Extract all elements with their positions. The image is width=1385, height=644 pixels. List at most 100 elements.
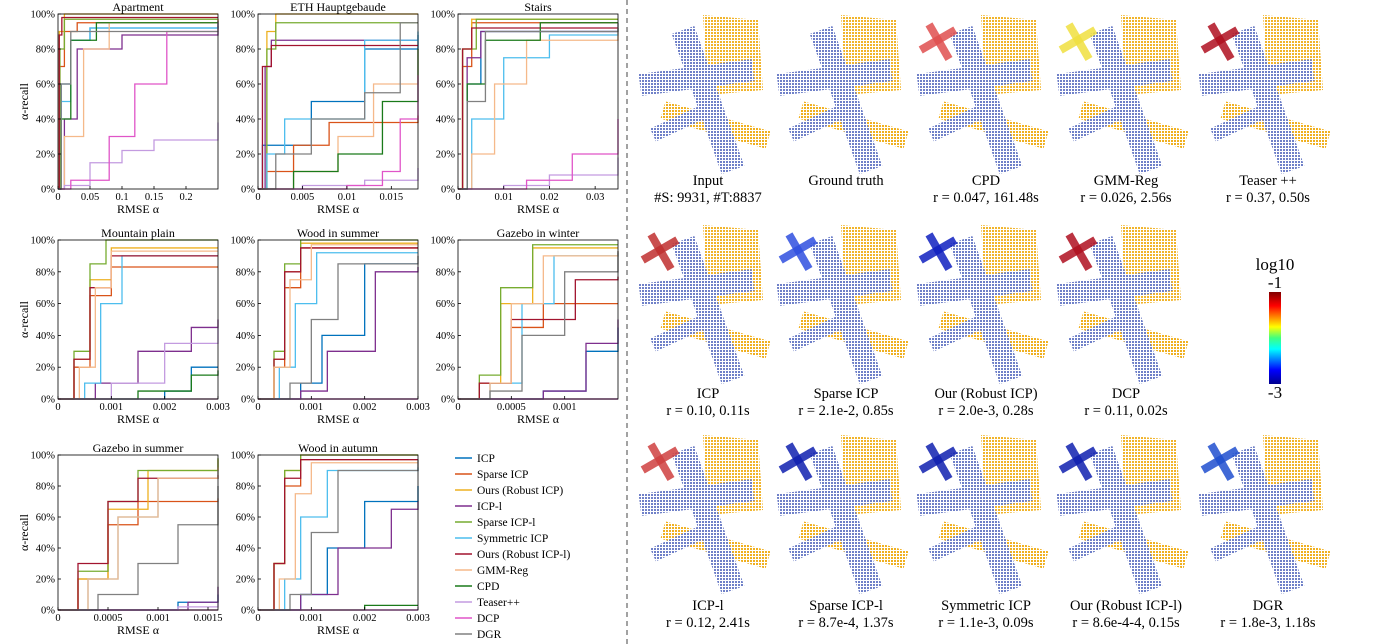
x-axis-label: RMSE α bbox=[117, 412, 160, 426]
y-tick-label: 0% bbox=[241, 185, 255, 196]
legend-label: Teaser++ bbox=[477, 597, 520, 609]
panel-label: DCP bbox=[1112, 386, 1140, 402]
y-tick-label: 100% bbox=[231, 236, 256, 247]
panel-label: Sparse ICP bbox=[814, 386, 879, 402]
panel-caption: r = 0.11, 0.02s bbox=[1084, 403, 1168, 419]
y-tick-label: 80% bbox=[36, 482, 56, 493]
y-tick-label: 100% bbox=[31, 10, 56, 21]
panel-label: GMM-Reg bbox=[1094, 173, 1158, 189]
panel-label: Teaser ++ bbox=[1239, 173, 1297, 189]
y-tick-label: 20% bbox=[236, 363, 256, 374]
y-axis-label: α-recall bbox=[17, 300, 31, 338]
colorbar-title: log10 bbox=[1256, 255, 1295, 274]
y-tick-label: 0% bbox=[41, 606, 55, 617]
x-tick-label: 0.01 bbox=[495, 192, 513, 203]
panel-label: ICP-l bbox=[692, 598, 723, 614]
panel-caption: r = 0.047, 161.48s bbox=[933, 190, 1039, 206]
y-tick-label: 80% bbox=[436, 267, 456, 278]
panel-caption: #S: 9931, #T:8837 bbox=[654, 190, 762, 206]
chart-title: Gazebo in summer bbox=[93, 441, 184, 455]
legend-label: CPD bbox=[477, 581, 499, 593]
y-tick-label: 40% bbox=[236, 544, 256, 555]
chart-title: Wood in autumn bbox=[298, 441, 378, 455]
chart-title: ETH Hauptgebaude bbox=[290, 0, 386, 14]
y-tick-label: 20% bbox=[236, 575, 256, 586]
y-tick-label: 100% bbox=[431, 10, 456, 21]
y-tick-label: 60% bbox=[36, 80, 56, 91]
x-tick-label: 0.015 bbox=[380, 192, 404, 203]
x-tick-label: 0.005 bbox=[291, 192, 315, 203]
colorbar-min: -3 bbox=[1268, 383, 1282, 402]
legend-label: Sparse ICP-l bbox=[477, 517, 535, 529]
y-tick-label: 40% bbox=[36, 331, 56, 342]
panel-label: Symmetric ICP bbox=[941, 598, 1031, 614]
chart-title: Gazebo in winter bbox=[497, 226, 580, 240]
x-tick-label: 0.2 bbox=[179, 192, 192, 203]
point-cloud bbox=[634, 434, 768, 590]
point-cloud bbox=[1052, 434, 1186, 590]
panel-label: ICP bbox=[697, 386, 720, 402]
x-axis-label: RMSE α bbox=[317, 623, 360, 637]
x-tick-label: 0.05 bbox=[81, 192, 99, 203]
panel-caption: r = 2.1e-2, 0.85s bbox=[798, 403, 894, 419]
x-tick-label: 0 bbox=[55, 192, 60, 203]
chart-title: Apartment bbox=[112, 0, 164, 14]
point-cloud bbox=[772, 224, 906, 380]
panel-caption: r = 0.37, 0.50s bbox=[1226, 190, 1310, 206]
y-tick-label: 60% bbox=[436, 299, 456, 310]
legend-label: Sparse ICP bbox=[477, 469, 528, 481]
y-tick-label: 20% bbox=[36, 150, 56, 161]
legend-label: DGR bbox=[477, 629, 502, 641]
panel-caption: r = 1.1e-3, 0.09s bbox=[938, 615, 1034, 631]
colorbar-max: -1 bbox=[1268, 273, 1282, 292]
y-tick-label: 100% bbox=[231, 10, 256, 21]
y-axis-label: α-recall bbox=[17, 513, 31, 551]
y-tick-label: 40% bbox=[436, 331, 456, 342]
point-cloud bbox=[912, 14, 1046, 170]
x-tick-label: 0 bbox=[255, 402, 260, 413]
y-tick-label: 40% bbox=[236, 115, 256, 126]
y-tick-label: 20% bbox=[36, 363, 56, 374]
y-tick-label: 0% bbox=[441, 185, 455, 196]
panel-caption: r = 0.12, 2.41s bbox=[666, 615, 750, 631]
y-tick-label: 60% bbox=[236, 513, 256, 524]
point-cloud bbox=[640, 15, 768, 170]
panel-caption: r = 0.10, 0.11s bbox=[666, 403, 750, 419]
x-tick-label: 0 bbox=[455, 402, 460, 413]
panel-label: Our (Robust ICP-l) bbox=[1070, 598, 1182, 614]
x-axis-label: RMSE α bbox=[317, 202, 360, 216]
x-axis-label: RMSE α bbox=[317, 412, 360, 426]
y-tick-label: 80% bbox=[436, 45, 456, 56]
x-tick-label: 0.003 bbox=[406, 402, 430, 413]
y-axis-label: α-recall bbox=[17, 82, 31, 120]
point-cloud bbox=[1194, 14, 1328, 170]
point-cloud bbox=[1052, 224, 1186, 380]
y-tick-label: 60% bbox=[36, 299, 56, 310]
y-tick-label: 40% bbox=[436, 115, 456, 126]
y-tick-label: 20% bbox=[436, 150, 456, 161]
panel-caption: r = 0.026, 2.56s bbox=[1080, 190, 1172, 206]
y-tick-label: 60% bbox=[236, 299, 256, 310]
y-tick-label: 80% bbox=[236, 482, 256, 493]
x-tick-label: 0 bbox=[255, 613, 260, 624]
x-tick-label: 0 bbox=[255, 192, 260, 203]
panel-caption: r = 1.8e-3, 1.18s bbox=[1220, 615, 1316, 631]
x-axis-label: RMSE α bbox=[117, 202, 160, 216]
chart-title: Wood in summer bbox=[297, 226, 379, 240]
point-cloud bbox=[634, 224, 768, 380]
y-tick-label: 40% bbox=[36, 544, 56, 555]
x-tick-label: 0.03 bbox=[586, 192, 604, 203]
y-tick-label: 60% bbox=[436, 80, 456, 91]
y-tick-label: 80% bbox=[236, 45, 256, 56]
chart-title: Stairs bbox=[524, 0, 552, 14]
y-tick-label: 20% bbox=[36, 575, 56, 586]
point-cloud bbox=[1194, 434, 1328, 590]
point-cloud bbox=[912, 224, 1046, 380]
panel-label: Input bbox=[693, 173, 724, 189]
y-tick-label: 80% bbox=[36, 45, 56, 56]
x-tick-label: 0 bbox=[55, 613, 60, 624]
x-tick-label: 0.0015 bbox=[194, 613, 223, 624]
x-tick-label: 0.003 bbox=[206, 402, 230, 413]
point-cloud bbox=[778, 15, 906, 170]
y-tick-label: 20% bbox=[436, 363, 456, 374]
